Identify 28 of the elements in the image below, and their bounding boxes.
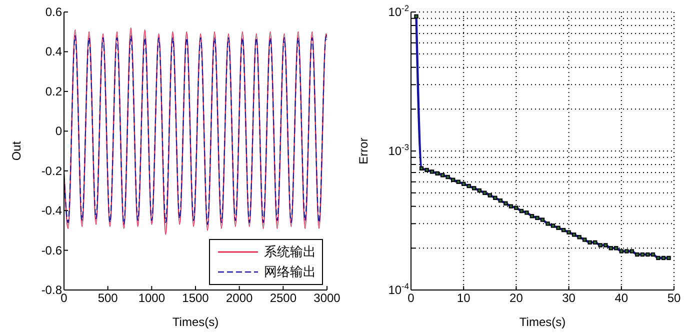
y-tick-label: -0.2 bbox=[41, 164, 62, 178]
legend-label: 网络输出 bbox=[264, 263, 316, 281]
y-tick-label: 10$^{-2}$ bbox=[388, 3, 410, 19]
y-tick-label: -0.6 bbox=[41, 243, 62, 258]
y-tick-label: 10$^{-3}$ bbox=[388, 142, 410, 158]
y-tick-label: -0.4 bbox=[41, 204, 62, 218]
x-tick-label: 50 bbox=[667, 291, 681, 305]
y-tick-label: 0.6 bbox=[45, 5, 62, 19]
x-tick-label: 2000 bbox=[226, 291, 254, 305]
x-tick-label: 1000 bbox=[138, 291, 166, 305]
x-tick-label: 10 bbox=[456, 291, 471, 305]
y-tick-label: 10$^{-4}$ bbox=[388, 281, 410, 297]
y-axis-title: Out bbox=[9, 140, 24, 161]
y-tick-label: 0.2 bbox=[45, 84, 62, 98]
x-tick-label: 30 bbox=[562, 291, 576, 305]
x-tick-label: 40 bbox=[614, 291, 628, 305]
x-tick-label: 3000 bbox=[314, 291, 341, 305]
y-tick-label: 0.4 bbox=[45, 44, 62, 59]
legend-label: 系统输出 bbox=[264, 243, 316, 261]
x-axis-title: Times(s) bbox=[172, 315, 219, 329]
y-axis-title: Error bbox=[356, 138, 370, 164]
x-axis-title: Times(s) bbox=[519, 315, 566, 329]
y-tick-label: -0.8 bbox=[41, 283, 62, 297]
y-tick-label: 0 bbox=[55, 124, 62, 138]
x-tick-label: 2500 bbox=[270, 291, 297, 305]
x-tick-label: 1500 bbox=[182, 291, 210, 305]
x-tick-label: 500 bbox=[98, 291, 118, 305]
x-tick-label: 20 bbox=[510, 291, 524, 305]
